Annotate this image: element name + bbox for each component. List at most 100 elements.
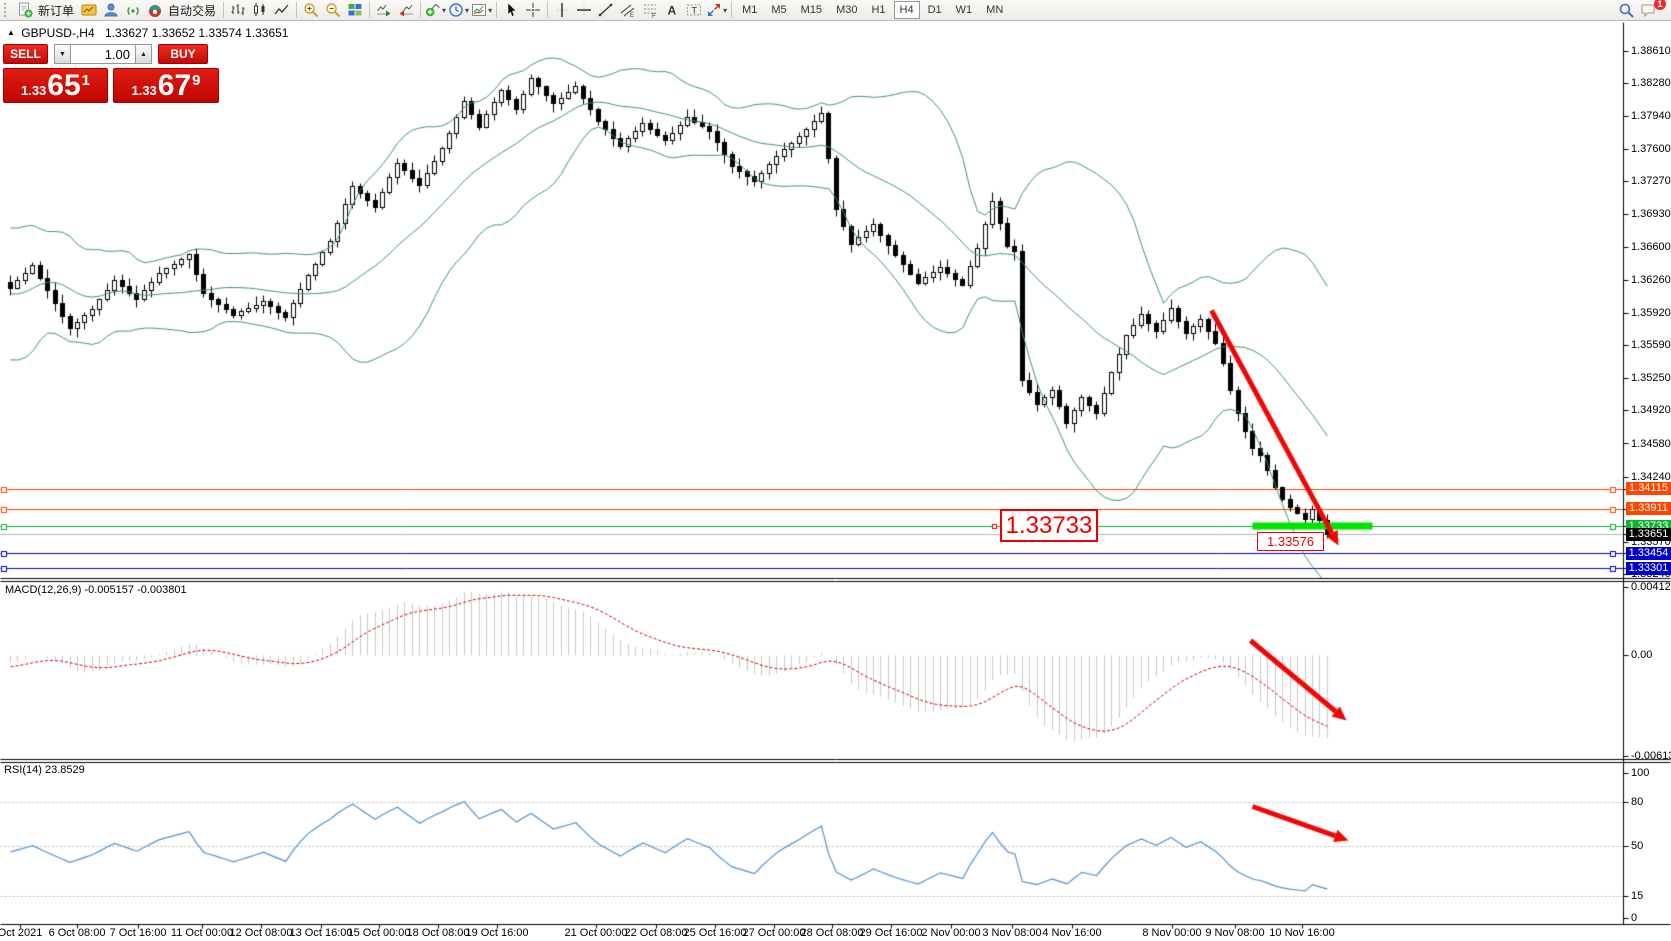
one-click-trading-panel: SELL ▼ ▲ BUY 1.33 65 1 1.33 67 9 <box>3 44 219 103</box>
toolbar-grip <box>4 3 10 17</box>
volume-decrease-button[interactable]: ▼ <box>54 44 71 64</box>
arrows-icon[interactable]: ▾ <box>705 1 728 20</box>
chart-shift-icon[interactable] <box>395 1 417 20</box>
text-label-icon[interactable]: T <box>683 1 705 20</box>
buy-price-prefix: 1.33 <box>131 83 157 98</box>
svg-text:F: F <box>652 14 656 19</box>
volume-input[interactable] <box>71 44 135 64</box>
price-axis-tick-label: 1.36260 <box>1631 273 1671 286</box>
price-axis-tick-label: 1.35250 <box>1631 372 1671 385</box>
toolbar-separator <box>369 2 371 18</box>
toolbar-right-icons: 1 <box>1615 0 1666 20</box>
horizontal-line-icon[interactable] <box>573 1 595 20</box>
macd-axis-label: 0.00 <box>1631 649 1653 662</box>
timeframe-button-m15[interactable]: M15 <box>800 4 823 16</box>
timeframe-button-d1[interactable]: D1 <box>927 4 942 16</box>
fibonacci-icon[interactable]: F <box>639 1 661 20</box>
charts-profile-icon[interactable] <box>78 1 100 20</box>
price-level-tag: 1.33301 <box>1626 561 1671 575</box>
sell-price-display[interactable]: 1.33 65 1 <box>3 68 108 103</box>
crosshair-icon[interactable] <box>522 1 544 20</box>
tile-windows-icon[interactable] <box>344 1 366 20</box>
market-watch-icon[interactable] <box>100 1 122 20</box>
price-annotation-box[interactable]: 1.33576 <box>1257 532 1324 551</box>
price-axis-tick-label: 1.35920 <box>1631 306 1671 319</box>
time-axis-label: 27 Oct 00:00 <box>742 927 806 939</box>
periods-icon[interactable]: ▾ <box>447 1 470 20</box>
price-axis-tick-label: 1.34920 <box>1631 404 1671 417</box>
toolbar: 新订单 自动交易 ▾ ▾ ▾ E F A T ▾ M1 M5 M15 M30 H1 H4 D1 W1 MN 1 <box>0 0 1671 21</box>
timeframe-button-mn[interactable]: MN <box>986 4 1004 16</box>
buy-price-display[interactable]: 1.33 67 9 <box>113 68 219 103</box>
toolbar-separator <box>496 2 498 18</box>
dropdown-caret-icon[interactable]: ▾ <box>723 5 728 15</box>
price-axis-tick-label: 1.36600 <box>1631 240 1671 253</box>
price-axis-tick-label: 1.37940 <box>1631 110 1671 123</box>
bar-chart-icon[interactable] <box>227 1 249 20</box>
price-axis-tick-label: 1.36930 <box>1631 208 1671 221</box>
new-order-icon[interactable] <box>14 1 36 20</box>
time-axis-label: 9 Nov 08:00 <box>1205 927 1265 939</box>
signals-icon[interactable] <box>122 1 144 20</box>
price-axis-tick-label: 1.34580 <box>1631 437 1671 450</box>
timeframe-button-m5[interactable]: M5 <box>771 4 787 16</box>
time-axis-label: 10 Nov 16:00 <box>1269 927 1335 939</box>
price-annotation-box[interactable]: 1.33733 <box>1000 509 1098 542</box>
price-axis-tick-label: 1.37270 <box>1631 175 1671 188</box>
collapse-triangle-icon[interactable]: ▲ <box>7 28 15 37</box>
search-icon[interactable] <box>1615 1 1637 20</box>
time-axis-label: 22 Oct 08:00 <box>624 927 688 939</box>
cursor-icon[interactable] <box>500 1 522 20</box>
auto-scroll-icon[interactable] <box>373 1 395 20</box>
templates-icon[interactable]: ▾ <box>470 1 493 20</box>
buy-price-big: 67 <box>157 69 192 102</box>
zoom-out-icon[interactable] <box>322 1 344 20</box>
timeframe-button-m1[interactable]: M1 <box>742 4 758 16</box>
autotrade-label[interactable]: 自动交易 <box>168 3 217 18</box>
zoom-in-icon[interactable] <box>300 1 322 20</box>
dropdown-caret-icon[interactable]: ▾ <box>488 5 493 15</box>
timeframe-button-h4[interactable]: H4 <box>893 1 920 19</box>
sell-button[interactable]: SELL <box>3 44 48 64</box>
svg-text:A: A <box>668 4 677 18</box>
rsi-indicator-label: RSI(14) 23.8529 <box>4 764 85 776</box>
dropdown-caret-icon[interactable]: ▾ <box>442 5 447 15</box>
time-axis-label: 3 Nov 08:00 <box>982 927 1042 939</box>
line-chart-icon[interactable] <box>271 1 293 20</box>
notifications-icon[interactable]: 1 <box>1637 0 1666 20</box>
price-level-tag: 1.33651 <box>1626 527 1671 541</box>
new-order-label[interactable]: 新订单 <box>38 3 75 18</box>
time-axis-label: 7 Oct 16:00 <box>109 927 167 939</box>
trendline-icon[interactable] <box>595 1 617 20</box>
time-axis-label: 12 Oct 08:00 <box>229 927 293 939</box>
rsi-axis-label: 15 <box>1631 890 1644 903</box>
timeframe-button-h1[interactable]: H1 <box>871 4 886 16</box>
chart-ohlc-values: 1.33627 1.33652 1.33574 1.33651 <box>104 26 289 40</box>
text-icon[interactable]: A <box>661 1 683 20</box>
indicators-icon[interactable]: ▾ <box>424 1 447 20</box>
time-axis-label: 19 Oct 16:00 <box>465 927 529 939</box>
time-axis-label: 28 Oct 08:00 <box>800 927 864 939</box>
price-axis-tick-label: 1.38610 <box>1631 44 1671 57</box>
time-axis-label: 4 Nov 16:00 <box>1042 927 1102 939</box>
timeframe-button-w1[interactable]: W1 <box>955 4 973 16</box>
time-axis-label: 13 Oct 16:00 <box>289 927 353 939</box>
volume-increase-button[interactable]: ▲ <box>135 44 152 64</box>
autotrade-icon[interactable] <box>144 1 166 20</box>
toolbar-separator <box>420 2 422 18</box>
buy-button[interactable]: BUY <box>158 44 208 64</box>
time-axis-label: 29 Oct 16:00 <box>859 927 923 939</box>
price-level-tag: 1.33454 <box>1626 546 1671 560</box>
rsi-axis-label: 80 <box>1631 796 1644 808</box>
vertical-line-icon[interactable] <box>551 1 573 20</box>
time-axis-label: 18 Oct 08:00 <box>406 927 470 939</box>
time-axis-label: 11 Oct 00:00 <box>170 927 234 939</box>
rsi-axis-label: 50 <box>1631 839 1644 852</box>
time-axis-label: 2 Nov 00:00 <box>921 927 981 939</box>
timeframe-button-m30[interactable]: M30 <box>836 4 858 16</box>
channel-icon[interactable]: E <box>617 1 639 20</box>
buy-price-pipette: 9 <box>192 72 201 89</box>
dropdown-caret-icon[interactable]: ▾ <box>465 5 470 15</box>
candlestick-chart-icon[interactable] <box>249 1 271 20</box>
